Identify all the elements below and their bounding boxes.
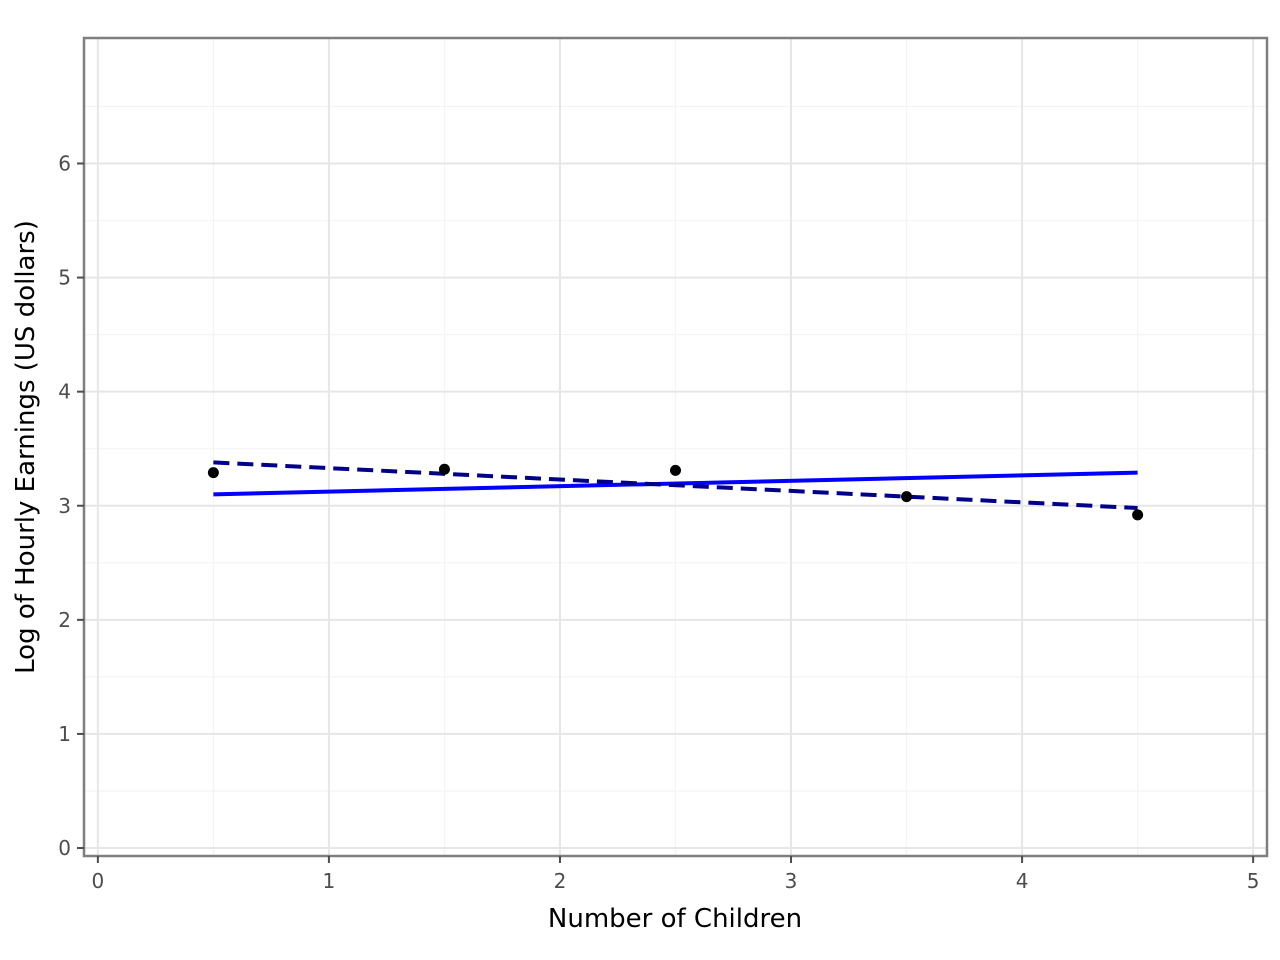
plot-panel-border xyxy=(82,36,1269,858)
y-tick-label: 4 xyxy=(58,380,71,404)
x-tick-label: 1 xyxy=(323,869,336,893)
x-tick-label: 4 xyxy=(1016,869,1029,893)
y-tick-label: 0 xyxy=(58,836,71,860)
data-point xyxy=(438,463,450,475)
x-tick-label: 3 xyxy=(785,869,798,893)
y-tick-label: 6 xyxy=(58,151,71,175)
y-axis-ticks: 0 1 2 3 4 5 6 xyxy=(58,151,84,860)
data-point xyxy=(901,491,913,503)
dashed-fit-line xyxy=(213,460,1138,511)
data-point xyxy=(1132,509,1144,521)
y-tick-label: 3 xyxy=(58,494,71,518)
y-tick-label: 2 xyxy=(58,608,71,632)
grid-major xyxy=(84,38,1267,856)
x-axis-ticks: 0 1 2 3 4 5 xyxy=(91,856,1260,893)
y-axis-title: Log of Hourly Earnings (US dollars) xyxy=(11,220,41,674)
data-points xyxy=(207,463,1144,521)
fit-lines xyxy=(213,460,1138,511)
grid-minor xyxy=(84,38,1267,856)
y-tick-label: 5 xyxy=(58,266,71,290)
data-point xyxy=(670,464,681,476)
x-tick-label: 0 xyxy=(91,869,104,893)
y-tick-label: 1 xyxy=(58,722,71,746)
x-tick-label: 5 xyxy=(1247,869,1260,893)
x-tick-label: 2 xyxy=(554,869,567,893)
data-point xyxy=(207,467,219,479)
x-axis-title: Number of Children xyxy=(548,904,802,934)
